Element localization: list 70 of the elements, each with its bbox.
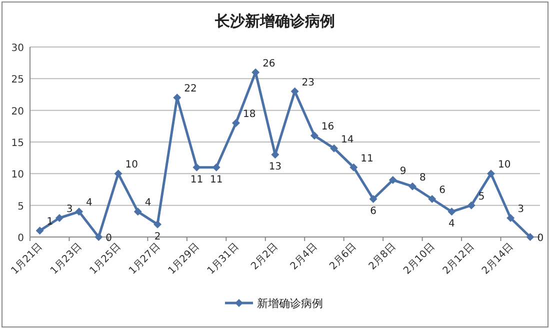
- point: [310, 132, 318, 140]
- data-label: 10: [125, 160, 138, 171]
- data-label: 3: [66, 204, 73, 215]
- point: [448, 208, 456, 216]
- legend-label: 新增确诊病例: [257, 297, 323, 310]
- point: [350, 163, 358, 172]
- x-tick-label: 2月4日: [288, 241, 320, 272]
- point: [134, 208, 142, 216]
- x-tick-label: 1月31日: [206, 241, 242, 277]
- x-tick-label: 2月2日: [249, 241, 280, 272]
- chart-title: 长沙新增确诊病例: [214, 12, 335, 30]
- point: [94, 233, 103, 241]
- point: [154, 220, 162, 228]
- data-label: 6: [370, 206, 376, 217]
- data-label: 16: [321, 122, 334, 133]
- x-tick-label: 2月8日: [367, 241, 398, 272]
- data-label: 9: [400, 166, 406, 177]
- point: [192, 163, 201, 172]
- x-tick-label: 2月12日: [441, 241, 476, 277]
- data-label: 0: [106, 233, 112, 244]
- data-label: 4: [86, 198, 92, 209]
- data-label: 4: [144, 198, 152, 209]
- point: [36, 226, 44, 235]
- x-tick-label: 2月6日: [328, 241, 359, 272]
- data-label: 10: [498, 160, 511, 171]
- y-tick-label: 5: [18, 201, 24, 212]
- point: [388, 176, 397, 184]
- data-label: 11: [210, 174, 223, 186]
- y-tick-label: 0: [18, 233, 24, 244]
- data-label: 13: [268, 162, 282, 173]
- data-label: 2: [154, 231, 161, 242]
- point: [232, 119, 240, 127]
- point: [526, 233, 534, 241]
- point: [428, 195, 436, 203]
- y-tick-label: 15: [11, 138, 24, 149]
- point: [330, 144, 338, 152]
- y-tick-label: 20: [11, 106, 24, 118]
- point: [369, 195, 378, 203]
- x-tick-label: 1月29日: [166, 241, 202, 277]
- point: [75, 208, 84, 216]
- point: [506, 214, 515, 222]
- data-label: 18: [242, 109, 256, 120]
- data-label: 8: [420, 172, 426, 184]
- x-tick-label: 1月25日: [88, 241, 124, 277]
- data-label: 5: [478, 191, 485, 202]
- data-label: 23: [302, 77, 315, 88]
- x-tick-label: 2月14日: [480, 241, 516, 277]
- x-tick-label: 2月10日: [402, 241, 438, 277]
- point: [114, 170, 122, 178]
- data-label: 6: [439, 185, 446, 196]
- point: [212, 163, 220, 172]
- x-tick-label: 1月27日: [127, 241, 163, 277]
- point: [467, 201, 476, 210]
- point: [486, 170, 495, 178]
- data-label: 26: [262, 58, 276, 70]
- data-label: 4: [448, 218, 455, 230]
- y-tick-label: 10: [11, 170, 24, 181]
- data-label: 3: [518, 204, 524, 215]
- data-label: 14: [341, 134, 354, 146]
- data-label: 22: [184, 84, 197, 95]
- x-tick-label: 1月23日: [48, 241, 84, 277]
- y-tick-label: 30: [11, 43, 24, 54]
- point: [408, 182, 416, 190]
- data-label: 0: [537, 233, 544, 244]
- data-label: 11: [190, 174, 204, 186]
- point: [290, 87, 299, 96]
- y-tick-label: 25: [11, 74, 24, 86]
- data-label: 11: [360, 153, 374, 164]
- point: [55, 214, 64, 222]
- x-tick-label: 1月21日: [10, 241, 45, 277]
